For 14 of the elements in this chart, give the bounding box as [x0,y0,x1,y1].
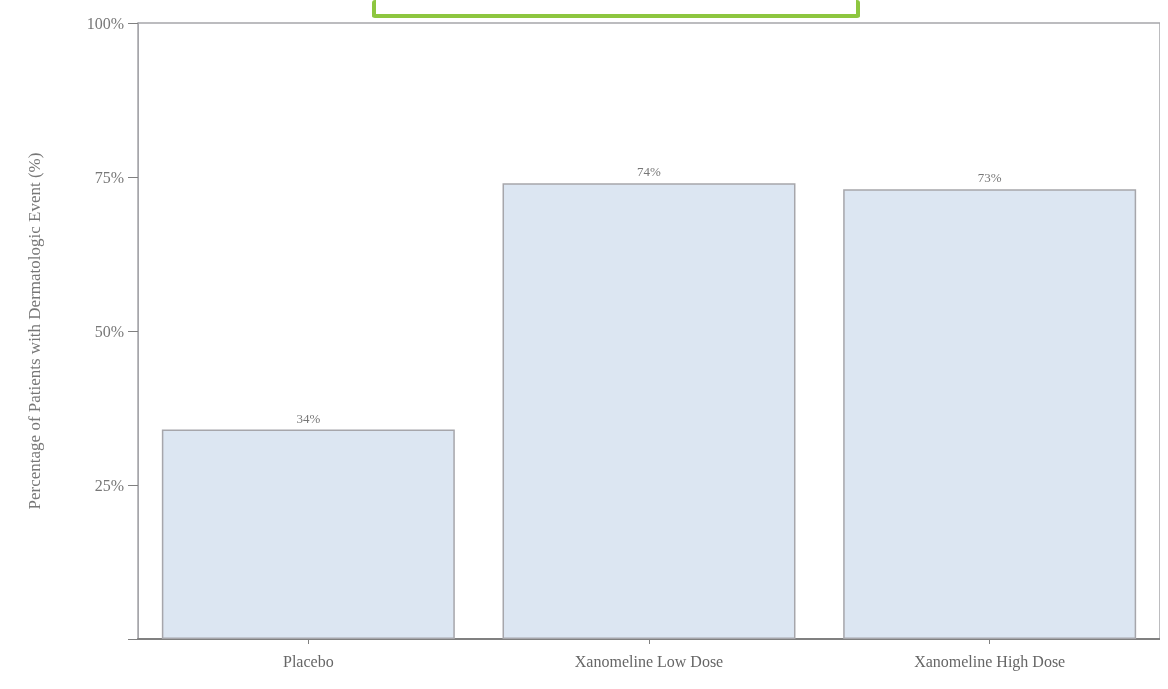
y-tick-label: 75% [94,168,124,186]
bar [502,183,796,639]
x-tick-label: Xanomeline Low Dose [574,652,724,670]
bar [843,189,1137,639]
y-axis-title: Percentage of Patients with Dermatologic Event (%) [25,152,44,510]
y-tick-label: 50% [94,322,124,340]
data-label: 73% [977,170,1002,186]
y-tick-label: 100% [86,14,124,32]
data-label: 74% [637,164,662,180]
y-tick-label: 25% [94,476,124,494]
bar [161,429,455,639]
x-tick-label: Placebo [283,652,334,670]
x-tick-label: Xanomeline High Dose [914,652,1066,671]
data-label: 34% [296,410,321,426]
